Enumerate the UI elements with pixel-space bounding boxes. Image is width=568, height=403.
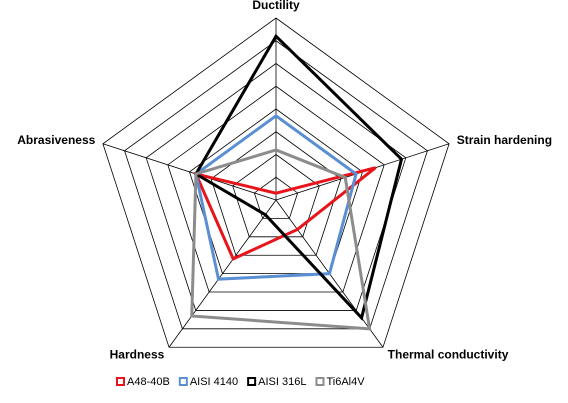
- axis-label: Ductility: [252, 0, 300, 12]
- series-line: [193, 33, 404, 321]
- axis-spoke: [102, 143, 277, 201]
- axis-label: Abrasiveness: [17, 133, 95, 147]
- grid-ring: [232, 154, 320, 238]
- series-line: [193, 166, 377, 261]
- grid-ring: [167, 85, 385, 293]
- legend-label: A48-40B: [127, 376, 170, 388]
- axis-label: Hardness: [110, 348, 165, 362]
- legend-label: AISI 4140: [190, 376, 238, 388]
- series-line: [190, 148, 372, 331]
- legend-label: Ti6Al4V: [326, 376, 365, 388]
- grid-ring: [102, 17, 450, 348]
- legend-swatch: [178, 377, 188, 386]
- grid-ring: [124, 40, 428, 330]
- axis-label: Thermal conductivity: [388, 348, 509, 362]
- legend-label: AISI 316L: [258, 376, 306, 388]
- series-line: [194, 113, 358, 281]
- legend-swatch: [116, 377, 125, 386]
- axis-spoke: [168, 199, 277, 348]
- legend-swatch: [315, 377, 325, 386]
- axis-label: Strain hardening: [457, 133, 552, 147]
- legend-swatch: [247, 377, 257, 386]
